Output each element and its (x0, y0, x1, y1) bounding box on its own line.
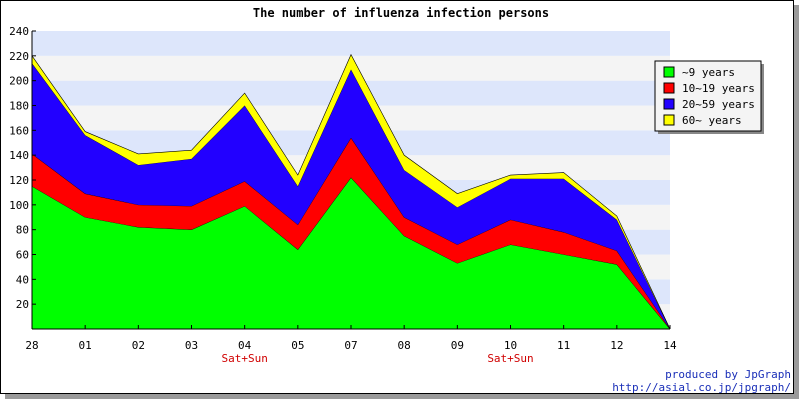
x-tick-label: 09 (451, 339, 464, 352)
credit-line-1: produced by JpGraph (665, 368, 791, 381)
area-series-2 (32, 137, 670, 329)
x-tick-sublabel: Sat+Sun (487, 352, 533, 365)
y-tick-label: 40 (16, 273, 29, 286)
chart-frame: 20 40 60 80 100 120 140 160 180 200 220 240 28 01 02 0… (0, 0, 794, 394)
chart-title: The number of influenza infection person… (253, 6, 549, 20)
y-tick-label: 140 (9, 149, 29, 162)
y-tick-label: 180 (9, 100, 29, 113)
y-tick-label: 120 (9, 174, 29, 187)
x-tick-label: 02 (132, 339, 145, 352)
x-tick-label: 04 (238, 339, 252, 352)
y-tick-label: 80 (16, 224, 29, 237)
y-tick-label: 60 (16, 249, 29, 262)
x-tick-sublabel: Sat+Sun (221, 352, 267, 365)
legend-swatch (663, 66, 675, 78)
x-tick-label: 03 (185, 339, 198, 352)
x-tick-label: 28 (25, 339, 38, 352)
x-tick-label: 08 (398, 339, 411, 352)
y-tick-label: 100 (9, 199, 29, 212)
y-tick-label: 240 (9, 25, 29, 38)
area-outline-4 (31, 53, 671, 330)
x-tick-label: 07 (344, 339, 357, 352)
x-tick-label: 12 (610, 339, 623, 352)
area-series (31, 53, 671, 330)
legend-label: 20~59 years (682, 98, 755, 111)
x-tick-label: 10 (504, 339, 517, 352)
legend-swatch (663, 98, 675, 110)
area-series-3 (32, 63, 670, 330)
y-tick-label: 20 (16, 298, 29, 311)
legend: ~9 years 10~19 years 20~59 years 60~ years (654, 60, 764, 134)
x-tick-label: 14 (663, 339, 677, 352)
legend-swatch (663, 114, 675, 126)
y-tick-label: 160 (9, 124, 29, 137)
y-axis: 20 40 60 80 100 120 140 160 180 200 220 240 (9, 25, 36, 329)
legend-label: 10~19 years (682, 82, 755, 95)
area-series-1 (32, 177, 670, 329)
y-tick-label: 200 (9, 75, 29, 88)
grid-band (32, 31, 670, 56)
legend-swatch (663, 82, 675, 94)
credit-line-2[interactable]: http://asial.co.jp/jpgraph/ (612, 381, 791, 394)
legend-label: ~9 years (682, 66, 735, 79)
y-tick-label: 220 (9, 50, 29, 63)
x-tick-label: 01 (79, 339, 92, 352)
area-chart: 20 40 60 80 100 120 140 160 180 200 220 240 28 01 02 0… (9, 6, 791, 394)
legend-label: 60~ years (682, 114, 742, 127)
x-tick-label: 11 (557, 339, 570, 352)
x-tick-label: 05 (291, 339, 304, 352)
